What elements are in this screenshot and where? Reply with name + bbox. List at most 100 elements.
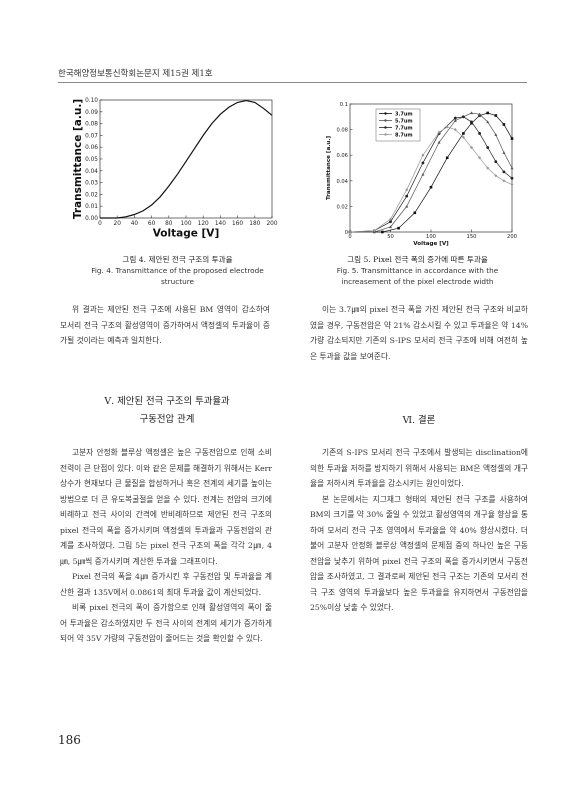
x-tick-label: 50 xyxy=(387,234,394,240)
legend-marker xyxy=(384,119,387,122)
data-point xyxy=(470,145,473,150)
series-line xyxy=(349,116,513,233)
figure-4-caption: 그림 4. 제안된 전극 구조의 투과율 Fig. 4. Transmittan… xyxy=(60,254,295,287)
data-point xyxy=(502,151,506,154)
left-top-text: 위 결과는 제안된 전극 구조에 사용된 BM 영역이 감소하여 모서리 전극 … xyxy=(60,305,270,345)
series-line xyxy=(350,112,513,233)
y-tick-label: 0.01 xyxy=(85,204,98,210)
figure-4-caption-en-1: Fig. 4. Transmittance of the proposed el… xyxy=(91,266,264,275)
left-body-paragraph: Pixel 전극의 폭을 4㎛ 증가시킨 후 구동전압 및 투과율을 계산한 결… xyxy=(60,572,272,597)
y-tick-label: 0.00 xyxy=(85,216,98,222)
section-5-title-line-2: 구동전압 관계 xyxy=(139,414,195,425)
x-tick-label: 200 xyxy=(266,221,277,227)
y-tick-label: 0.06 xyxy=(336,153,348,159)
data-point xyxy=(445,125,449,129)
data-point xyxy=(372,229,376,233)
header-rule xyxy=(58,82,527,83)
legend-marker xyxy=(384,126,387,129)
x-tick-label: 150 xyxy=(467,234,477,240)
series-line xyxy=(350,112,513,233)
data-point xyxy=(470,120,473,124)
data-point xyxy=(502,179,506,183)
legend-marker xyxy=(384,112,387,115)
right-body-paragraph: 기존의 S-IPS 모서리 전극 구조에서 발생되는 disclination에… xyxy=(310,448,528,488)
data-point xyxy=(421,172,425,176)
figure-5-caption-en-1: Fig. 5. Transmittance in accordance with… xyxy=(336,266,499,275)
x-tick-label: 80 xyxy=(165,221,173,227)
legend-label: 7.7um xyxy=(395,126,413,132)
data-point xyxy=(494,114,498,117)
journal-header: 한국해양정보통신학회논문지 제15권 제1호 xyxy=(58,69,213,79)
page-number: 186 xyxy=(58,733,81,747)
series-line xyxy=(349,126,513,233)
legend-marker xyxy=(384,133,387,136)
data-point xyxy=(502,123,506,126)
data-point xyxy=(421,153,425,157)
y-tick-label: 0.03 xyxy=(85,181,98,187)
data-point xyxy=(462,115,465,119)
data-point xyxy=(494,133,498,136)
left-top-paragraph: 위 결과는 제안된 전극 구조에 사용된 BM 영역이 감소하여 모서리 전극 … xyxy=(60,302,270,349)
right-top-paragraph: 이는 3.7㎛의 pixel 전극 폭을 가진 제안된 전극 구조와 비교하였을… xyxy=(310,302,528,364)
data-point xyxy=(486,146,490,149)
x-axis-label: Voltage [V] xyxy=(413,241,449,247)
data-point xyxy=(429,185,433,189)
data-point xyxy=(389,217,392,221)
section-5-title-line-1: Ⅴ. 제안된 전극 구조의 투과율과 xyxy=(104,396,230,407)
figure-5-caption-en-2: increasement of the pixel electrode widt… xyxy=(341,277,494,286)
data-point xyxy=(453,119,457,122)
data-point xyxy=(510,137,514,140)
data-point xyxy=(405,188,409,192)
y-tick-label: 0.05 xyxy=(85,157,98,163)
data-point xyxy=(502,170,506,174)
data-point xyxy=(494,160,498,163)
y-tick-label: 0.08 xyxy=(336,128,348,134)
data-point xyxy=(486,111,489,115)
legend-box xyxy=(375,108,421,142)
data-point xyxy=(486,166,490,170)
section-6-heading: Ⅵ. 결론 xyxy=(310,412,528,430)
x-axis-label: Voltage [V] xyxy=(153,227,220,239)
data-point xyxy=(381,230,384,234)
x-tick-label: 200 xyxy=(507,234,517,240)
x-tick-label: 20 xyxy=(114,221,122,227)
y-tick-label: 0.04 xyxy=(85,169,98,175)
section-6-title: Ⅵ. 결론 xyxy=(402,415,436,426)
data-point xyxy=(405,204,409,208)
y-tick-label: 0.06 xyxy=(85,145,98,151)
data-point xyxy=(421,161,425,165)
y-axis-label: Transmittance [a.u.] xyxy=(72,99,84,219)
left-body-paragraph: 고분자 안정화 블루상 액정셀은 높은 구동전압으로 인해 소비전력이 큰 단점… xyxy=(60,448,272,566)
data-point xyxy=(470,111,473,115)
figure-5-caption: 그림 5. Pixel 전극 폭의 증가에 따른 투과율 Fig. 5. Tra… xyxy=(300,254,535,287)
y-tick-label: 0.02 xyxy=(336,204,348,210)
legend-label: 8.7um xyxy=(395,133,413,139)
x-tick-label: 100 xyxy=(426,234,436,240)
x-tick-label: 100 xyxy=(180,221,191,227)
legend-label: 5.7um xyxy=(395,119,413,125)
x-tick-label: 160 xyxy=(232,221,243,227)
right-body: 기존의 S-IPS 모서리 전극 구조에서 발생되는 disclination에… xyxy=(310,445,528,616)
data-point xyxy=(462,132,465,135)
left-body: 고분자 안정화 블루상 액정셀은 높은 구동전압으로 인해 소비전력이 큰 단점… xyxy=(60,445,272,647)
legend-label: 3.7um xyxy=(395,112,413,118)
data-point xyxy=(348,230,352,234)
data-point xyxy=(437,130,441,134)
section-5-heading: Ⅴ. 제안된 전극 구조의 투과율과 구동전압 관계 xyxy=(60,393,274,429)
y-tick-label: 0.08 xyxy=(85,122,98,128)
x-tick-label: 0 xyxy=(98,221,102,227)
data-point xyxy=(478,156,482,160)
data-point xyxy=(437,140,441,144)
data-point xyxy=(389,220,392,224)
right-body-paragraph: 본 논문에서는 지그재그 형태의 제안된 전극 구조를 사용하여 BM의 크기를… xyxy=(310,494,528,613)
y-tick-label: 0.10 xyxy=(85,98,98,104)
y-tick-label: 0.09 xyxy=(85,110,98,116)
x-tick-label: 0 xyxy=(348,234,351,240)
data-point xyxy=(510,166,514,170)
data-point xyxy=(453,128,457,132)
x-tick-label: 40 xyxy=(131,221,139,227)
figure-5-caption-ko: 그림 5. Pixel 전극 폭의 증가에 따른 투과율 xyxy=(347,255,488,264)
data-point xyxy=(453,116,457,120)
x-tick-label: 60 xyxy=(148,221,156,227)
